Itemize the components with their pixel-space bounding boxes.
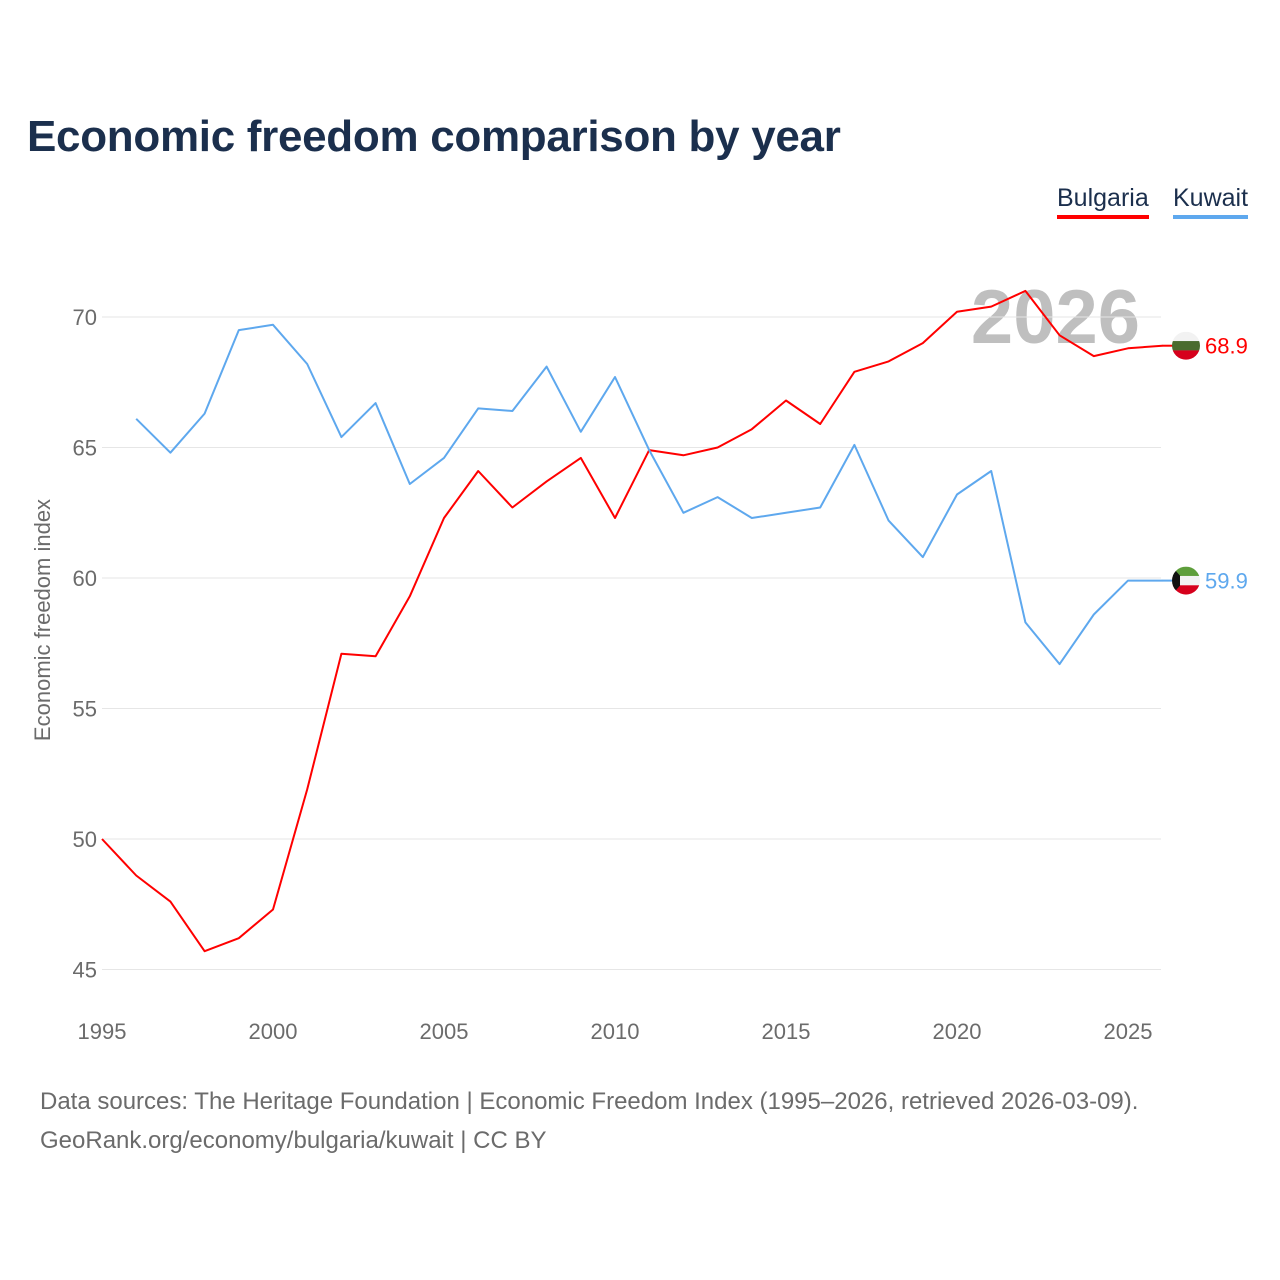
y-tick-label: 50 — [73, 827, 97, 852]
x-tick-label: 2025 — [1104, 1019, 1153, 1044]
x-tick-label: 2015 — [762, 1019, 811, 1044]
flag-stripe — [1172, 585, 1200, 595]
y-tick-label: 45 — [73, 958, 97, 983]
flag-stripe — [1172, 566, 1200, 577]
end-value-label: 68.9 — [1205, 334, 1248, 359]
y-tick-label: 55 — [73, 697, 97, 722]
legend-kuwait[interactable]: Kuwait — [1173, 184, 1249, 219]
x-tick-label: 2020 — [933, 1019, 982, 1044]
flag-stripes — [1172, 331, 1200, 360]
series-line-bulgaria — [101, 289, 1163, 953]
y-tick-label: 65 — [73, 436, 97, 461]
footer-attribution: GeoRank.org/economy/bulgaria/kuwait | CC… — [40, 1127, 547, 1154]
y-tick-label: 60 — [73, 566, 97, 591]
flag-triangle — [1172, 566, 1180, 595]
flag-stripe — [1172, 341, 1200, 351]
end-value-label: 59.9 — [1205, 569, 1248, 594]
chart-title: Economic freedom comparison by year — [27, 112, 841, 161]
flag-stripes — [1172, 566, 1200, 595]
footer-sources: Data sources: The Heritage Foundation | … — [40, 1088, 1139, 1115]
kuwait-flag — [1172, 566, 1200, 595]
bulgaria-flag — [1172, 331, 1200, 360]
x-tick-label: 2010 — [591, 1019, 640, 1044]
flag-stripe — [1172, 575, 1200, 586]
series-line-kuwait — [135, 323, 1163, 666]
x-tick-label: 1995 — [78, 1019, 127, 1044]
flag-stripe — [1172, 331, 1200, 342]
y-tick-label: 70 — [73, 305, 97, 330]
x-tick-label: 2005 — [420, 1019, 469, 1044]
flag-stripe — [1172, 350, 1200, 360]
x-tick-label: 2000 — [249, 1019, 298, 1044]
y-axis-label: Economic freedom index — [30, 499, 55, 741]
legend-bulgaria[interactable]: Bulgaria — [1057, 184, 1149, 219]
